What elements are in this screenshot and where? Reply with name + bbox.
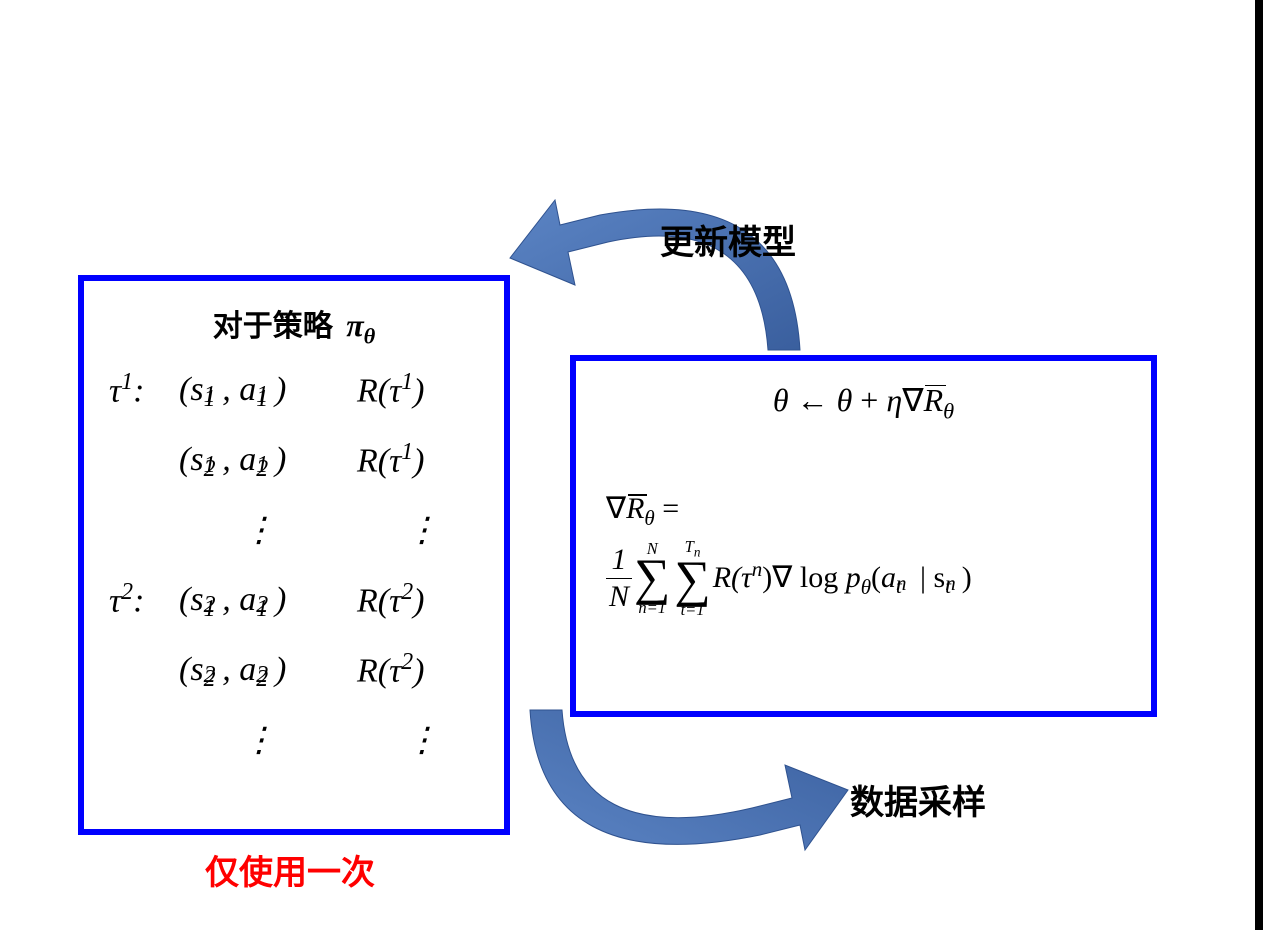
sum-over-t-icon: Tn ∑ t=1 [674,539,710,618]
right-border-bar [1255,0,1263,930]
reward-term: R(τ1) [357,369,487,410]
trajectory-row: τ1: (s11, a11) R(τ1) [109,361,487,419]
gradient-update-formula: θ ← θ + η∇Rθ [576,381,1151,424]
gradient-lhs: ∇Rθ = [606,491,1131,531]
formula-box: θ ← θ + η∇Rθ ∇Rθ = 1 N N ∑ n=1 Tn ∑ [570,355,1157,717]
reward-term: R(τ2) [357,649,487,690]
reward-term: R(τ2) [357,579,487,620]
vdots-icon: ⋮ [179,510,339,550]
trajectory-title-text: 对于策略 [213,310,333,343]
state-action-pair: (s11, a11) [179,371,339,409]
vdots-icon: ⋮ [179,720,339,760]
reward-term: R(τ1) [357,439,487,480]
vdots-icon: ⋮ [357,510,487,550]
fraction-1-N: 1 N [606,542,632,615]
label-data-sampling: 数据采样 [850,775,986,824]
trajectory-row: τ2: (s21, a21) R(τ2) [109,571,487,629]
vdots-row: ⋮ ⋮ [109,501,487,559]
state-action-pair: (s12, a12) [179,441,339,479]
state-action-pair: (s21, a21) [179,581,339,619]
trajectory-grid: τ1: (s11, a11) R(τ1) (s12, a12) R(τ1) ⋮ … [109,361,487,781]
vdots-row: ⋮ ⋮ [109,711,487,769]
diagram-root: 更新模型 数据采样 仅使用一次 对于策略 πθ τ1: (s11, a11) R… [0,0,1263,930]
policy-symbol: πθ [346,307,375,343]
sum-over-n-icon: N ∑ n=1 [634,541,670,617]
trajectory-title: 对于策略 πθ [84,301,504,349]
gradient-formula: ∇Rθ = 1 N N ∑ n=1 Tn ∑ t=1 R(τn)∇ [606,491,1131,618]
trajectory-row: (s22, a22) R(τ2) [109,641,487,699]
arrow-sample-icon [480,700,860,910]
tau-label-1: τ1: [109,369,179,410]
trajectory-row: (s12, a12) R(τ1) [109,431,487,489]
tau-label-2: τ2: [109,579,179,620]
vdots-icon: ⋮ [357,720,487,760]
gradient-rhs: 1 N N ∑ n=1 Tn ∑ t=1 R(τn)∇ log pθ(ant |… [606,539,1131,618]
state-action-pair: (s22, a22) [179,651,339,689]
log-prob-term: R(τn)∇ log pθ(ant | snt) [713,557,972,600]
label-only-once: 仅使用一次 [205,845,375,894]
label-update-model: 更新模型 [660,215,796,264]
trajectory-box: 对于策略 πθ τ1: (s11, a11) R(τ1) (s12, a12) … [78,275,510,835]
